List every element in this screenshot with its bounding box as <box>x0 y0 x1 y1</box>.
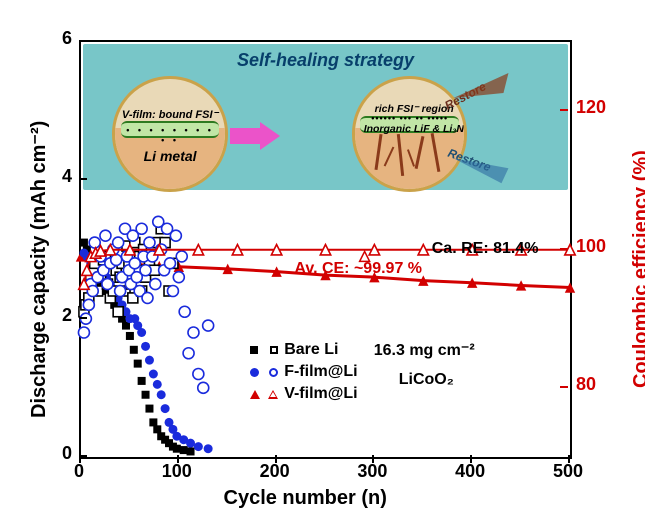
square-open-icon <box>270 346 278 354</box>
y-left-tick: 4 <box>44 166 72 187</box>
inset-left-circle: • • • • • • • • • • V-film: bound FSI⁻ L… <box>112 76 228 192</box>
inset-arrow <box>230 122 285 150</box>
y-right-tick: 80 <box>576 374 596 395</box>
dendrite-crack <box>383 147 394 167</box>
triangle-open-icon <box>268 390 278 399</box>
plot-area: Self-healing strategy • • • • • • • • • … <box>79 40 572 459</box>
dendrite-crack <box>397 134 404 176</box>
circle-filled-icon <box>250 368 259 377</box>
inset-title: Self-healing strategy <box>83 50 568 71</box>
fsi-dots-left: • • • • • • • • • • <box>124 125 216 145</box>
dendrite-crack <box>407 150 415 168</box>
legend-item-bare-li: Bare Li <box>250 339 357 361</box>
sei-label: Inorganic LiF & Li₃N <box>364 123 464 135</box>
legend-item-f-film: F-film@Li <box>250 361 357 383</box>
x-tick: 0 <box>54 461 104 482</box>
li-metal-region-right <box>355 128 465 188</box>
legend-label: F-film@Li <box>284 363 357 381</box>
y-right-tick: 100 <box>576 236 606 257</box>
circle-open-icon <box>269 368 278 377</box>
x-tick: 200 <box>250 461 300 482</box>
inset-right-circle: •••••• ••• •• ••••• rich FSI⁻ region Ino… <box>352 76 468 192</box>
fsi-region-label: rich FSI⁻ region <box>375 103 454 115</box>
legend-label: Bare Li <box>284 341 338 359</box>
square-filled-icon <box>250 346 258 354</box>
vfilm-label: V-film: bound FSI⁻ <box>122 108 218 121</box>
legend-label: V-film@Li <box>284 385 357 403</box>
legend-item-v-film: V-film@Li <box>250 383 357 405</box>
y-axis-right-label: Coulombic efficiency (%) <box>630 150 645 388</box>
y-left-tick: 6 <box>44 28 72 49</box>
x-tick: 500 <box>543 461 593 482</box>
dendrite-crack <box>374 134 382 170</box>
y-axis-left-label: Discharge capacity (mAh cm⁻²) <box>26 120 51 417</box>
figure-root: Self-healing strategy • • • • • • • • • … <box>0 0 645 521</box>
inset-schematic: Self-healing strategy • • • • • • • • • … <box>83 44 568 190</box>
y-right-tick: 120 <box>576 97 606 118</box>
x-tick: 400 <box>445 461 495 482</box>
li-metal-label: Li metal <box>115 148 225 164</box>
y-left-tick: 2 <box>44 305 72 326</box>
x-axis-label: Cycle number (n) <box>224 487 387 510</box>
dendrite-crack <box>430 133 440 172</box>
legend: Bare Li F-film@Li V-film@Li <box>250 339 357 405</box>
triangle-filled-icon <box>250 390 260 399</box>
dendrite-crack <box>415 136 425 169</box>
x-tick: 300 <box>347 461 397 482</box>
x-tick: 100 <box>152 461 202 482</box>
